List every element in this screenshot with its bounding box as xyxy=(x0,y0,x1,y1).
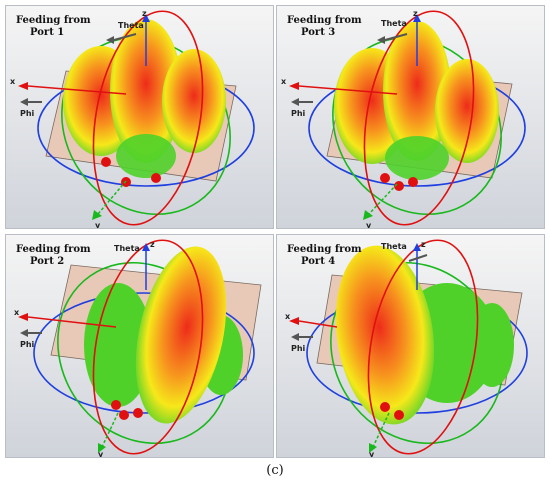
x-axis xyxy=(27,85,127,95)
lobe-right xyxy=(435,59,499,163)
radiation-pattern-panel-port-2: z Theta x Phi y Feeding from Port 2 xyxy=(5,234,274,458)
panel-label-line2: Port 1 xyxy=(30,27,65,38)
z-axis-label: z xyxy=(150,240,155,249)
panel-label: Feeding from Port 2 xyxy=(16,244,91,268)
lobe-center xyxy=(383,21,451,161)
x-axis-label: x xyxy=(14,308,20,317)
y-axis-label: y xyxy=(98,450,104,458)
z-axis-label: z xyxy=(413,9,418,18)
panel-label: Feeding from Port 3 xyxy=(287,15,362,39)
y-axis-label: y xyxy=(369,450,375,458)
lobe-center xyxy=(110,19,182,163)
red-ring xyxy=(367,239,479,455)
x-axis xyxy=(27,316,117,328)
x-axis-label: x xyxy=(281,77,287,86)
panel-label-line1: Feeding from xyxy=(287,244,362,255)
lobe-lower xyxy=(385,136,449,180)
radiation-pattern-3d-plot: z Theta x Phi y xyxy=(277,235,544,458)
lobe-right xyxy=(162,49,226,153)
lobe-green-left xyxy=(84,283,152,407)
panel-label-line1: Feeding from xyxy=(16,15,91,26)
radiation-pattern-panel-port-4: z Theta x Phi y Feeding from Port 4 xyxy=(276,234,545,458)
panel-label-line2: Port 4 xyxy=(301,256,336,267)
theta-label: Theta xyxy=(381,242,407,251)
y-axis xyxy=(101,412,119,448)
phi-label: Phi xyxy=(20,109,35,118)
radiation-pattern-panel-port-3: z Theta x Phi y Feeding from Port 3 xyxy=(276,5,545,229)
x-axis-label: x xyxy=(285,312,291,321)
radiation-pattern-3d-plot: z Theta x Phi y xyxy=(277,6,544,229)
y-axis-label: y xyxy=(95,221,101,229)
y-axis xyxy=(368,183,398,215)
y-axis xyxy=(372,412,390,448)
theta-label: Theta xyxy=(114,244,140,253)
y-axis xyxy=(97,180,127,215)
theta-label: Theta xyxy=(381,19,407,28)
panel-label-line1: Feeding from xyxy=(287,15,362,26)
panel-label: Feeding from Port 1 xyxy=(16,15,91,39)
phi-label: Phi xyxy=(20,340,35,349)
radiation-pattern-3d-plot: z Theta x Phi y xyxy=(6,235,273,458)
red-ring xyxy=(92,239,204,455)
x-axis-label: x xyxy=(10,77,16,86)
blue-ring xyxy=(33,292,255,414)
panel-label-line2: Port 2 xyxy=(30,256,65,267)
theta-arrow xyxy=(113,33,137,41)
figure-caption: (c) xyxy=(266,463,284,478)
x-axis xyxy=(298,320,338,328)
theta-arrow xyxy=(408,254,428,262)
radiation-pattern-3d-plot: z Theta x Phi y xyxy=(6,6,273,229)
phi-label: Phi xyxy=(291,344,306,353)
lobe-main xyxy=(335,245,435,425)
red-ring xyxy=(92,10,204,226)
z-axis-label: z xyxy=(142,9,147,18)
theta-label: Theta xyxy=(118,21,144,30)
panel-label: Feeding from Port 4 xyxy=(287,244,362,268)
phi-label: Phi xyxy=(291,109,306,118)
theta-arrow xyxy=(384,33,408,41)
panel-label-line1: Feeding from xyxy=(16,244,91,255)
x-axis xyxy=(298,85,398,95)
red-ring xyxy=(363,10,475,226)
lobe-main xyxy=(135,246,227,424)
z-axis-label: z xyxy=(421,240,426,249)
lobe-green-far xyxy=(470,303,514,387)
y-axis-label: y xyxy=(366,221,372,229)
radiation-pattern-panel-port-1: z Theta x Phi y Feeding from Port 1 xyxy=(5,5,274,229)
panel-label-line2: Port 3 xyxy=(301,27,336,38)
lobe-lower xyxy=(116,134,176,178)
